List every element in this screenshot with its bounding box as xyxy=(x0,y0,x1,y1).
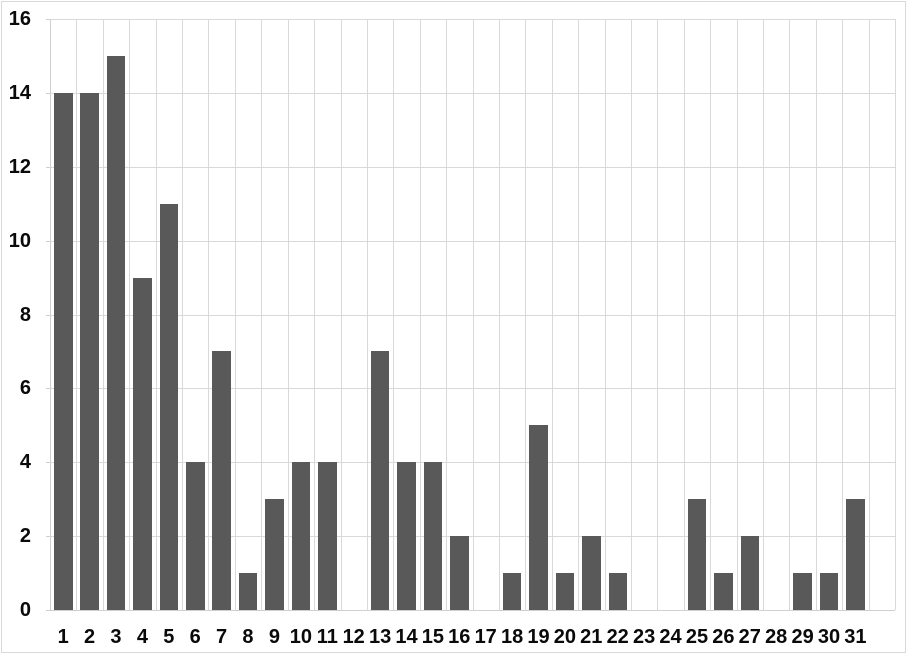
bar xyxy=(846,499,865,610)
bar xyxy=(687,499,707,610)
bar xyxy=(714,573,733,610)
x-axis-label: 31 xyxy=(844,626,867,648)
horizontal-gridline xyxy=(50,166,895,168)
bar xyxy=(159,203,179,610)
x-axis-label: 16 xyxy=(448,626,471,648)
y-axis-tick xyxy=(46,19,50,20)
bar xyxy=(793,573,812,610)
bar xyxy=(529,425,548,610)
bar xyxy=(291,462,311,611)
x-axis-label: 5 xyxy=(163,626,175,648)
x-axis-label: 23 xyxy=(632,626,656,648)
bar xyxy=(238,573,258,610)
vertical-gridline xyxy=(895,19,896,610)
x-axis-label: 19 xyxy=(527,626,550,648)
x-axis-label: 28 xyxy=(765,626,788,648)
x-axis-label: 29 xyxy=(791,626,814,648)
bar xyxy=(212,351,231,610)
horizontal-gridline xyxy=(50,388,895,390)
x-axis-label: 1 xyxy=(57,626,69,648)
y-axis-tick xyxy=(46,240,50,242)
horizontal-gridline xyxy=(50,536,895,538)
y-axis-label: 10 xyxy=(8,229,31,252)
bar xyxy=(318,462,337,611)
y-axis-label: 6 xyxy=(19,377,31,400)
bar xyxy=(106,55,126,610)
y-axis-tick xyxy=(46,536,50,538)
horizontal-gridline xyxy=(50,19,895,20)
y-axis-tick xyxy=(46,166,50,168)
y-axis-tick xyxy=(46,314,50,316)
bar xyxy=(740,536,759,610)
bar xyxy=(80,92,99,610)
x-axis-label: 18 xyxy=(500,626,524,648)
y-axis-tick xyxy=(46,462,50,464)
x-axis-label: 15 xyxy=(421,626,444,648)
x-axis-label: 4 xyxy=(136,626,148,648)
x-axis-label: 14 xyxy=(395,626,418,648)
y-axis-tick xyxy=(46,388,50,390)
bar xyxy=(819,573,839,610)
x-axis-label: 25 xyxy=(685,626,709,648)
x-axis-label: 21 xyxy=(580,626,603,648)
y-axis-label: 4 xyxy=(19,451,31,474)
x-axis-label: 24 xyxy=(659,626,682,648)
x-axis-label: 11 xyxy=(316,626,338,648)
bar xyxy=(370,351,390,610)
x-axis-label: 17 xyxy=(474,626,497,648)
y-axis-label: 8 xyxy=(19,303,31,326)
y-axis-label: 14 xyxy=(8,81,31,104)
bar xyxy=(397,462,416,611)
bar xyxy=(608,573,627,610)
bar xyxy=(502,573,522,610)
x-axis-label: 8 xyxy=(242,626,254,648)
x-axis-label: 26 xyxy=(712,626,735,648)
bar xyxy=(265,499,284,610)
x-axis-label: 6 xyxy=(189,626,201,648)
x-axis-label: 20 xyxy=(553,626,576,648)
bar xyxy=(450,536,469,610)
horizontal-gridline xyxy=(50,240,895,242)
x-axis-label: 2 xyxy=(84,626,96,648)
x-axis-label: 12 xyxy=(342,626,365,648)
horizontal-gridline xyxy=(50,314,895,316)
y-axis-label: 2 xyxy=(19,525,31,548)
x-axis-label: 10 xyxy=(289,626,312,648)
x-axis-label: 27 xyxy=(738,626,761,648)
horizontal-gridline xyxy=(50,462,895,464)
y-axis-label: 12 xyxy=(8,155,31,178)
x-axis-label: 30 xyxy=(817,626,841,648)
y-axis-label: 0 xyxy=(19,599,31,621)
bar xyxy=(133,277,152,610)
x-axis-label: 22 xyxy=(606,626,629,648)
y-axis-label: 16 xyxy=(8,8,31,30)
bar xyxy=(186,462,205,611)
horizontal-gridline xyxy=(50,92,895,94)
x-axis-label: 13 xyxy=(368,626,392,648)
x-axis-label: 3 xyxy=(110,626,122,648)
bar xyxy=(582,536,601,610)
x-axis-line xyxy=(50,610,895,611)
y-axis-tick xyxy=(46,92,50,94)
x-axis-label: 7 xyxy=(216,626,228,648)
bar xyxy=(423,462,443,611)
y-axis-tick xyxy=(46,610,50,611)
bar xyxy=(54,92,73,610)
x-axis-label: 9 xyxy=(268,626,281,648)
bar xyxy=(555,573,575,610)
